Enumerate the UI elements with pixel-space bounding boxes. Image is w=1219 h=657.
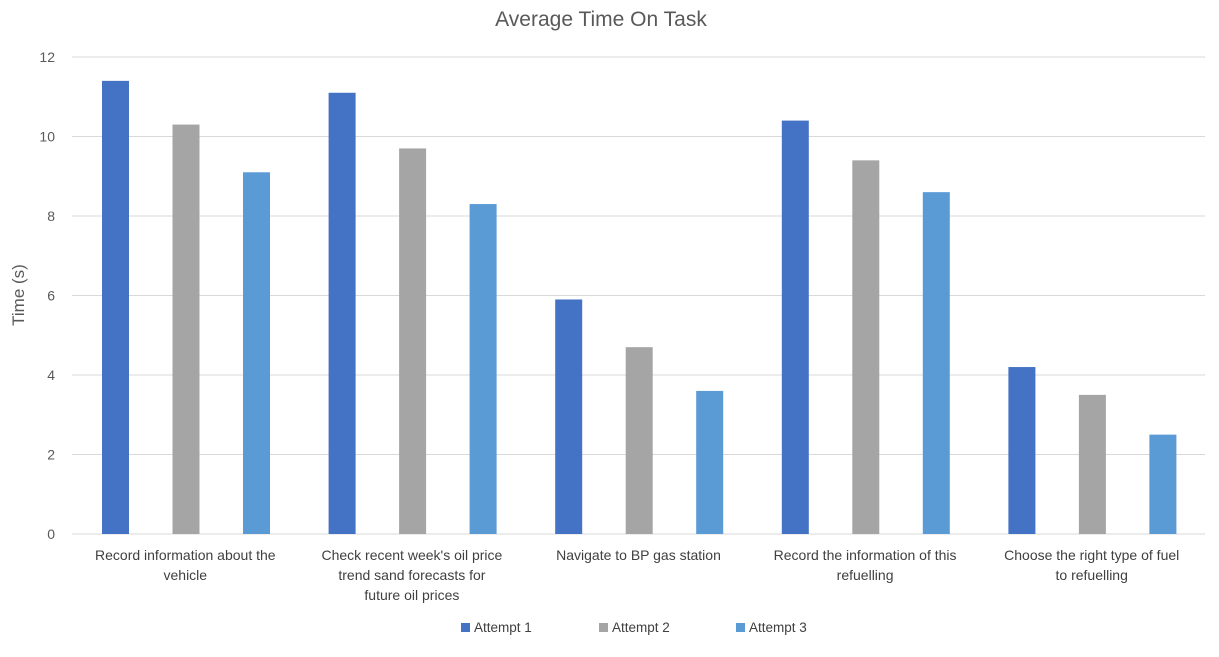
x-category-label-line: to refuelling: [1056, 567, 1128, 583]
bar-attempt-3: [696, 390, 724, 534]
bar-attempt-1: [1008, 367, 1036, 534]
y-axis-ticks: 0 2 4 6 8 10 12: [39, 49, 55, 542]
x-category-label-line: Record information about the: [95, 547, 276, 563]
bar-attempt-2: [399, 148, 427, 535]
legend-swatch: [461, 623, 470, 632]
x-category-label-line: Navigate to BP gas station: [556, 547, 721, 563]
bar-attempt-3: [922, 192, 950, 534]
x-category-label: Record information about the vehicle: [95, 547, 276, 583]
x-category-label-line: refuelling: [837, 567, 894, 583]
chart-title: Average Time On Task: [495, 8, 707, 31]
bar-attempt-3: [469, 204, 497, 534]
y-tick-label: 2: [47, 447, 55, 463]
bar-attempt-1: [555, 299, 583, 534]
bar-attempt-2: [852, 160, 880, 534]
y-tick-label: 6: [47, 288, 55, 304]
x-category-label: Choose the right type of fuel to refuelli…: [1004, 547, 1179, 583]
x-category-label: Navigate to BP gas station: [556, 547, 721, 563]
bars: [102, 80, 1177, 535]
x-category-label: Record the information of this refuelling: [774, 547, 957, 583]
bar-attempt-1: [328, 92, 356, 535]
y-axis-label: Time (s): [9, 264, 28, 326]
x-category-label: Check recent week's oil price trend sand …: [321, 547, 502, 603]
y-tick-label: 10: [39, 129, 55, 145]
legend-label: Attempt 1: [474, 620, 532, 635]
y-tick-label: 0: [47, 526, 55, 542]
bar-attempt-1: [102, 80, 129, 534]
legend-swatch: [599, 623, 608, 632]
bar-attempt-3: [1149, 434, 1177, 534]
x-category-label-line: vehicle: [164, 567, 208, 583]
y-tick-label: 12: [39, 49, 55, 65]
y-tick-label: 4: [47, 367, 55, 383]
legend: Attempt 1 Attempt 2 Attempt 3: [461, 620, 807, 635]
x-category-label-line: Record the information of this: [774, 547, 957, 563]
bar-attempt-3: [243, 172, 270, 534]
bar-attempt-1: [781, 120, 809, 534]
x-axis-categories: Record information about the vehicle Check…: [95, 547, 1179, 603]
x-category-label-line: trend sand forecasts for: [338, 567, 485, 583]
bar-attempt-2: [172, 124, 200, 534]
x-category-label-line: Choose the right type of fuel: [1004, 547, 1179, 563]
legend-label: Attempt 3: [749, 620, 807, 635]
legend-label: Attempt 2: [612, 620, 670, 635]
x-category-label-line: future oil prices: [364, 587, 459, 603]
legend-swatch: [736, 623, 745, 632]
bar-attempt-2: [625, 347, 653, 534]
bar-attempt-2: [1078, 394, 1106, 534]
y-tick-label: 8: [47, 208, 55, 224]
x-category-label-line: Check recent week's oil price: [321, 547, 502, 563]
